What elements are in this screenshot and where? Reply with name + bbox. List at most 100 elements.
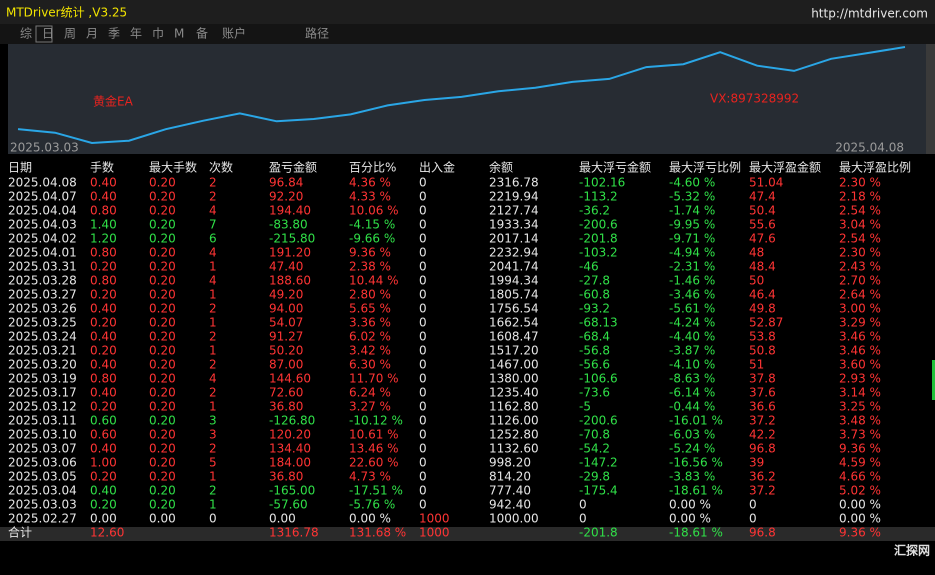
table-cell: 2025.04.03 (8, 218, 77, 232)
table-cell: 0.00 (149, 512, 176, 526)
table-cell: 2025.03.26 (8, 302, 77, 316)
table-cell: -93.2 (579, 302, 610, 316)
table-cell: 2.70 % (839, 274, 881, 288)
tab[interactable]: M (174, 27, 184, 41)
table-cell: 37.8 (749, 372, 776, 386)
path-tab[interactable]: 路径 (305, 26, 329, 41)
table-cell: 0 (419, 400, 427, 414)
table-cell: 120.20 (269, 428, 311, 442)
table-cell: 2041.74 (489, 260, 539, 274)
table-cell: 22.60 % (349, 456, 399, 470)
table-cell: 0 (419, 260, 427, 274)
tab[interactable]: 日 (42, 27, 54, 41)
table-cell: 0.20 (149, 442, 176, 456)
table-cell: 0.40 (90, 484, 117, 498)
table-cell: 0.20 (149, 260, 176, 274)
table-cell: 0 (419, 358, 427, 372)
tab[interactable]: 月 (86, 27, 98, 41)
table-header: 最大浮盈金额 (749, 160, 821, 175)
table-cell: 0.40 (90, 190, 117, 204)
table-cell: 1380.00 (489, 372, 539, 386)
table-cell: 2025.03.31 (8, 260, 77, 274)
table-cell: 0.00 % (839, 512, 881, 526)
table-cell: -4.15 % (349, 218, 395, 232)
tab[interactable]: 备 (196, 27, 208, 41)
table-cell: 2025.03.21 (8, 344, 77, 358)
table-cell: 0.20 (149, 316, 176, 330)
table-cell: -70.8 (579, 428, 610, 442)
table-cell: 37.2 (749, 484, 776, 498)
table-cell: -2.31 % (669, 260, 715, 274)
chart-panel (8, 44, 930, 154)
table-cell: 0 (749, 512, 757, 526)
table-header: 手数 (90, 160, 114, 175)
table-cell: -4.94 % (669, 246, 715, 260)
table-cell: 0.20 (149, 372, 176, 386)
table-cell: 1933.34 (489, 218, 539, 232)
table-cell: -3.46 % (669, 288, 715, 302)
table-cell: 2025.03.07 (8, 442, 77, 456)
window-url[interactable]: http://mtdriver.com (811, 7, 928, 21)
table-cell: 0.20 (90, 288, 117, 302)
table-cell: -5.24 % (669, 442, 715, 456)
table-cell: 13.46 % (349, 442, 399, 456)
tab[interactable]: 账户 (222, 26, 246, 41)
table-cell: 0.20 (149, 274, 176, 288)
table-cell: 10.44 % (349, 274, 399, 288)
table-cell: -0.44 % (669, 400, 715, 414)
table-cell: -4.60 % (669, 176, 715, 190)
table-cell: 55.6 (749, 218, 776, 232)
table-cell: 1 (209, 400, 217, 414)
table-cell: 0 (419, 372, 427, 386)
table-cell: 0.00 % (839, 498, 881, 512)
table-cell: 3.73 % (839, 428, 881, 442)
table-cell: -147.2 (579, 456, 618, 470)
table-cell: 4.59 % (839, 456, 881, 470)
table-cell: 0 (419, 428, 427, 442)
table-cell: 0.20 (90, 344, 117, 358)
table-cell: 0.60 (90, 414, 117, 428)
table-cell: 0.20 (149, 470, 176, 484)
table-cell: -83.80 (269, 218, 308, 232)
table-cell: 0.20 (90, 400, 117, 414)
table-cell: 0 (579, 498, 587, 512)
table-cell: 998.20 (489, 456, 531, 470)
total-cell: 9.36 % (839, 526, 881, 540)
table-cell: 2 (209, 442, 217, 456)
table-cell: -113.2 (579, 190, 618, 204)
table-cell: 0.40 (90, 302, 117, 316)
table-cell: 0.20 (149, 246, 176, 260)
table-cell: 2025.03.05 (8, 470, 77, 484)
table-cell: 0.40 (90, 358, 117, 372)
table-cell: 0.20 (149, 428, 176, 442)
table-cell: 0 (419, 344, 427, 358)
table-cell: 0.20 (149, 204, 176, 218)
table-cell: 96.8 (749, 442, 776, 456)
table-cell: 0.20 (149, 190, 176, 204)
table-header: 日期 (8, 161, 32, 175)
table-cell: 2025.03.04 (8, 484, 77, 498)
table-cell: 0.20 (149, 232, 176, 246)
table-cell: 0 (419, 442, 427, 456)
table-cell: 0 (579, 512, 587, 526)
table-cell: 0 (419, 316, 427, 330)
table-cell: 0.20 (149, 302, 176, 316)
tab-bar (0, 24, 935, 44)
total-cell: -201.8 (579, 526, 618, 540)
table-cell: 0.20 (149, 456, 176, 470)
tab[interactable]: 周 (64, 27, 76, 41)
total-row-band (0, 527, 935, 541)
tab[interactable]: 季 (108, 27, 120, 41)
table-cell: -1.74 % (669, 204, 715, 218)
tab[interactable]: 巾 (152, 27, 164, 41)
table-cell: 0.00 (90, 512, 117, 526)
table-cell: -73.6 (579, 386, 610, 400)
table-cell: 144.60 (269, 372, 311, 386)
table-cell: -126.80 (269, 414, 315, 428)
tab[interactable]: 综 (20, 27, 32, 41)
tab[interactable]: 年 (130, 27, 142, 41)
table-cell: 0 (419, 176, 427, 190)
table-cell: 0.40 (90, 330, 117, 344)
table-cell: 0 (419, 456, 427, 470)
table-cell: -1.46 % (669, 274, 715, 288)
